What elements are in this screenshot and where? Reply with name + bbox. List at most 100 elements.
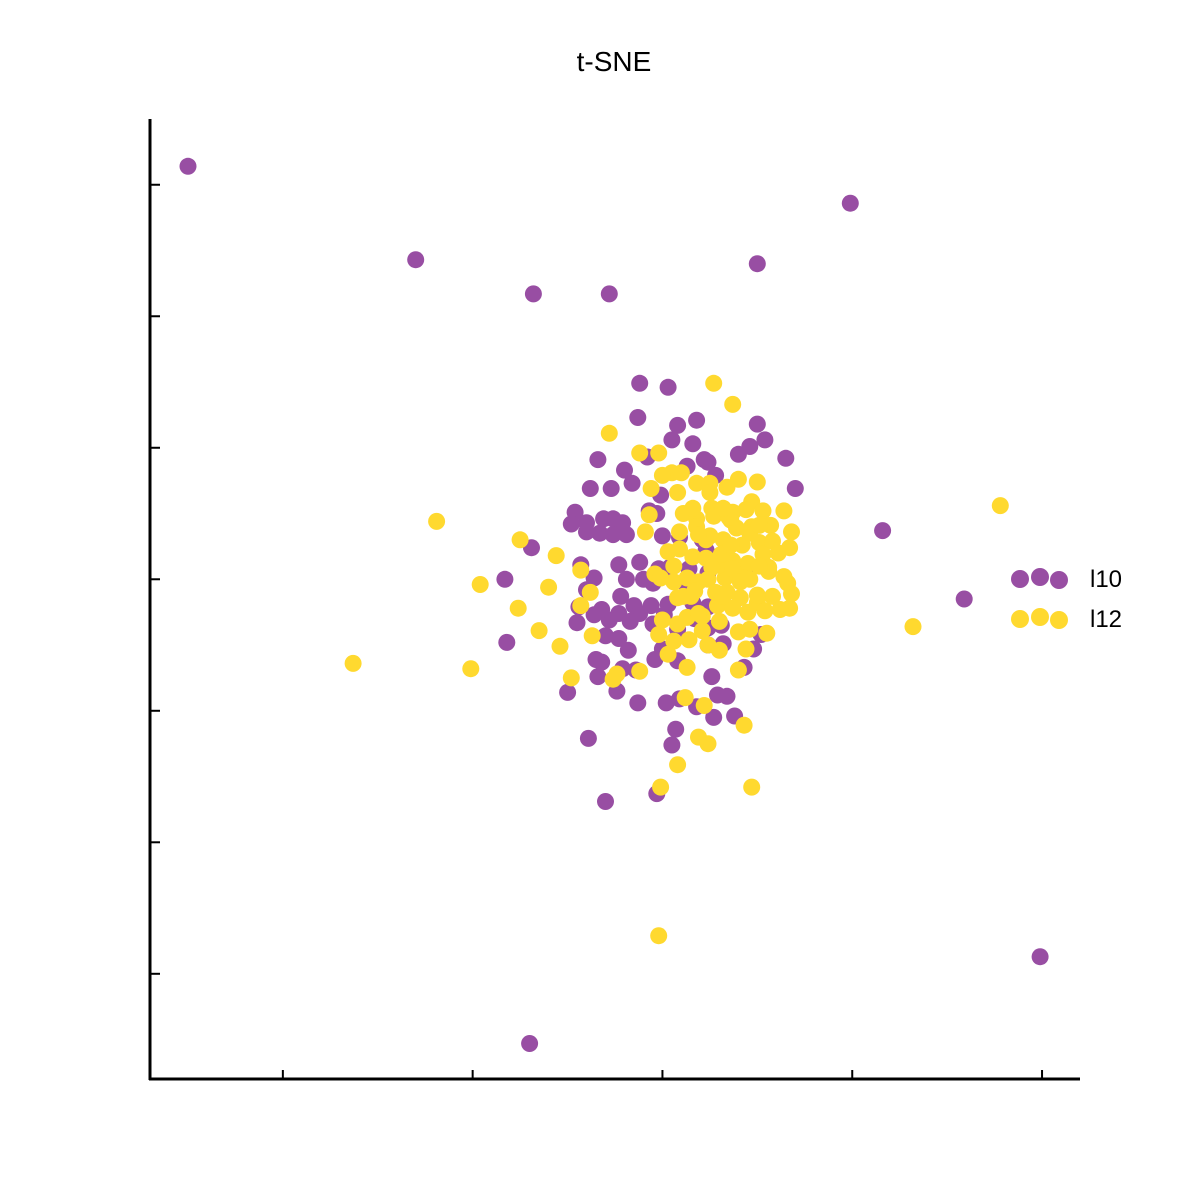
data-point [593, 653, 611, 671]
data-point [621, 612, 639, 630]
data-point [653, 466, 671, 484]
data-point [659, 378, 677, 396]
data-point [669, 416, 687, 434]
data-point [610, 630, 628, 647]
data-point [748, 415, 766, 433]
data-point [741, 620, 759, 638]
data-point [530, 622, 548, 640]
data-point [667, 720, 685, 738]
data-point [652, 778, 670, 796]
data-point [731, 573, 749, 591]
data-point [688, 411, 706, 429]
data-point [631, 444, 649, 462]
data-point [671, 523, 688, 541]
data-point [597, 793, 614, 810]
data-point [739, 603, 757, 621]
data-point [650, 444, 668, 462]
data-point [841, 194, 859, 212]
data-point [646, 651, 664, 668]
data-point [680, 631, 698, 649]
data-point [604, 526, 622, 544]
data-point [684, 548, 702, 566]
data-point [904, 618, 922, 636]
series-0 [179, 157, 1049, 1052]
data-point [600, 611, 618, 629]
data-point [579, 729, 597, 747]
data-point [602, 480, 620, 497]
data-points [179, 157, 1049, 1052]
data-point [714, 499, 732, 517]
data-point [540, 578, 558, 596]
data-point [710, 641, 728, 659]
data-point [703, 558, 721, 576]
data-point [568, 614, 586, 632]
legend-marker-series-0 [1011, 570, 1029, 588]
data-point [743, 778, 761, 796]
data-point [581, 480, 599, 497]
data-point [600, 285, 618, 303]
data-point [547, 547, 565, 565]
data-point [631, 553, 649, 571]
data-point [462, 660, 480, 678]
data-point [991, 497, 1009, 515]
data-point [344, 654, 362, 672]
data-point [583, 627, 601, 645]
data-point [636, 523, 654, 541]
data-point [690, 728, 707, 746]
data-point [640, 506, 658, 524]
data-point [756, 602, 774, 620]
data-point [672, 464, 690, 482]
data-point [612, 587, 630, 605]
legend-marker-series-0 [1050, 571, 1068, 589]
data-point [562, 669, 580, 687]
data-point [597, 627, 614, 645]
data-point [616, 461, 633, 479]
series-1 [344, 374, 1009, 945]
data-point [758, 624, 776, 642]
data-point [498, 633, 516, 651]
data-point [407, 251, 425, 269]
data-point [629, 409, 647, 426]
data-point [786, 480, 804, 497]
data-point [955, 590, 973, 608]
data-point [551, 637, 569, 655]
data-point [676, 689, 694, 707]
data-point [623, 474, 641, 492]
data-point [619, 641, 637, 659]
data-point [729, 661, 747, 679]
legend: l10 l12 [1011, 566, 1122, 633]
data-point [678, 658, 696, 676]
data-point [631, 374, 649, 392]
data-point [663, 431, 681, 449]
data-point [775, 568, 793, 586]
data-point [690, 526, 707, 544]
data-point [671, 540, 688, 558]
data-point [653, 527, 671, 545]
data-point [722, 536, 740, 554]
data-point [737, 640, 755, 658]
data-point [669, 756, 687, 774]
data-point [771, 601, 789, 618]
data-point [705, 374, 723, 392]
data-point [608, 665, 626, 683]
data-point [617, 526, 635, 544]
legend-marker-series-1 [1011, 610, 1029, 628]
chart-title: t-SNE [577, 46, 652, 77]
data-point [663, 736, 681, 754]
data-point [701, 484, 719, 501]
data-point [724, 395, 742, 413]
data-point [764, 587, 781, 605]
data-point [642, 480, 660, 497]
data-point [748, 473, 766, 491]
data-point [690, 605, 707, 622]
data-point [521, 1035, 539, 1052]
data-point [741, 438, 759, 455]
legend-entry-series-1: l12 [1011, 606, 1122, 633]
data-point [496, 570, 514, 588]
legend-entry-series-0: l10 [1011, 566, 1122, 593]
data-point [650, 626, 668, 643]
data-point [652, 569, 670, 587]
data-point [783, 585, 800, 603]
data-point [559, 683, 577, 701]
